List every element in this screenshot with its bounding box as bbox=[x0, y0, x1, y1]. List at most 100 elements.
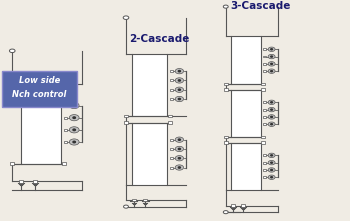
Bar bbox=[263, 123, 266, 125]
Bar bbox=[170, 98, 173, 100]
Circle shape bbox=[268, 175, 275, 179]
Bar bbox=[231, 204, 235, 207]
Circle shape bbox=[175, 78, 183, 83]
Bar bbox=[170, 139, 173, 141]
Bar bbox=[263, 116, 266, 118]
Bar bbox=[261, 141, 265, 144]
Circle shape bbox=[268, 62, 275, 66]
Bar bbox=[261, 136, 265, 138]
Bar bbox=[231, 36, 261, 84]
Circle shape bbox=[268, 107, 275, 112]
Bar bbox=[261, 88, 265, 91]
Circle shape bbox=[178, 167, 181, 168]
Bar bbox=[124, 121, 128, 124]
Bar bbox=[168, 115, 172, 117]
Bar bbox=[132, 199, 136, 201]
Bar bbox=[143, 199, 147, 201]
Circle shape bbox=[223, 211, 228, 214]
Circle shape bbox=[271, 177, 273, 178]
Bar bbox=[64, 129, 67, 131]
Bar bbox=[263, 169, 266, 171]
FancyBboxPatch shape bbox=[2, 71, 77, 107]
Circle shape bbox=[9, 49, 15, 53]
Bar bbox=[132, 54, 167, 116]
Bar bbox=[263, 56, 266, 57]
Bar bbox=[170, 89, 173, 91]
Circle shape bbox=[73, 129, 76, 131]
Bar bbox=[170, 157, 173, 159]
Circle shape bbox=[268, 115, 275, 119]
Bar bbox=[231, 143, 261, 190]
Circle shape bbox=[271, 162, 273, 163]
Bar bbox=[10, 162, 14, 165]
Bar bbox=[263, 70, 266, 72]
Bar bbox=[170, 70, 173, 72]
Bar bbox=[170, 167, 173, 168]
Text: Nch control: Nch control bbox=[12, 90, 67, 99]
Bar bbox=[170, 148, 173, 150]
Circle shape bbox=[69, 127, 79, 133]
Bar bbox=[64, 116, 67, 119]
Bar bbox=[19, 180, 23, 183]
Bar bbox=[263, 63, 266, 65]
Circle shape bbox=[268, 168, 275, 172]
Circle shape bbox=[271, 109, 273, 110]
Circle shape bbox=[73, 117, 76, 118]
Bar bbox=[64, 141, 67, 143]
Circle shape bbox=[178, 148, 181, 150]
Bar bbox=[263, 109, 266, 110]
Circle shape bbox=[268, 160, 275, 165]
Bar bbox=[263, 48, 266, 50]
Bar bbox=[170, 79, 173, 81]
Text: 2-Cascade: 2-Cascade bbox=[129, 34, 189, 44]
Bar bbox=[124, 115, 128, 117]
Circle shape bbox=[268, 122, 275, 126]
Circle shape bbox=[69, 114, 79, 121]
Circle shape bbox=[271, 169, 273, 171]
Circle shape bbox=[268, 153, 275, 158]
Bar bbox=[231, 90, 261, 137]
Circle shape bbox=[175, 156, 183, 161]
Circle shape bbox=[124, 205, 128, 208]
Bar bbox=[224, 88, 228, 91]
Circle shape bbox=[175, 87, 183, 92]
Bar bbox=[224, 136, 228, 138]
Circle shape bbox=[175, 96, 183, 102]
Circle shape bbox=[175, 165, 183, 170]
Text: Low side: Low side bbox=[19, 76, 60, 85]
Circle shape bbox=[271, 155, 273, 156]
Circle shape bbox=[268, 69, 275, 73]
Circle shape bbox=[268, 100, 275, 105]
Circle shape bbox=[271, 63, 273, 64]
Circle shape bbox=[178, 80, 181, 81]
Circle shape bbox=[178, 89, 181, 90]
Circle shape bbox=[175, 146, 183, 152]
Text: 3-Cascade: 3-Cascade bbox=[231, 0, 291, 11]
Circle shape bbox=[271, 70, 273, 72]
Bar bbox=[62, 162, 66, 165]
Bar bbox=[132, 123, 167, 185]
Circle shape bbox=[73, 105, 76, 106]
Circle shape bbox=[178, 158, 181, 159]
Circle shape bbox=[223, 5, 228, 8]
Bar bbox=[263, 176, 266, 178]
Circle shape bbox=[271, 116, 273, 118]
Bar bbox=[64, 104, 67, 107]
Bar bbox=[263, 154, 266, 156]
Circle shape bbox=[73, 141, 76, 143]
Circle shape bbox=[175, 69, 183, 74]
Circle shape bbox=[271, 124, 273, 125]
Circle shape bbox=[271, 56, 273, 57]
Circle shape bbox=[69, 139, 79, 145]
Circle shape bbox=[268, 47, 275, 51]
Bar bbox=[224, 141, 228, 144]
Circle shape bbox=[271, 49, 273, 50]
Bar bbox=[21, 84, 61, 164]
Circle shape bbox=[178, 139, 181, 140]
Bar bbox=[263, 101, 266, 103]
Circle shape bbox=[178, 70, 181, 72]
Bar bbox=[263, 162, 266, 164]
Circle shape bbox=[271, 102, 273, 103]
Circle shape bbox=[123, 16, 129, 19]
Bar bbox=[33, 180, 37, 183]
